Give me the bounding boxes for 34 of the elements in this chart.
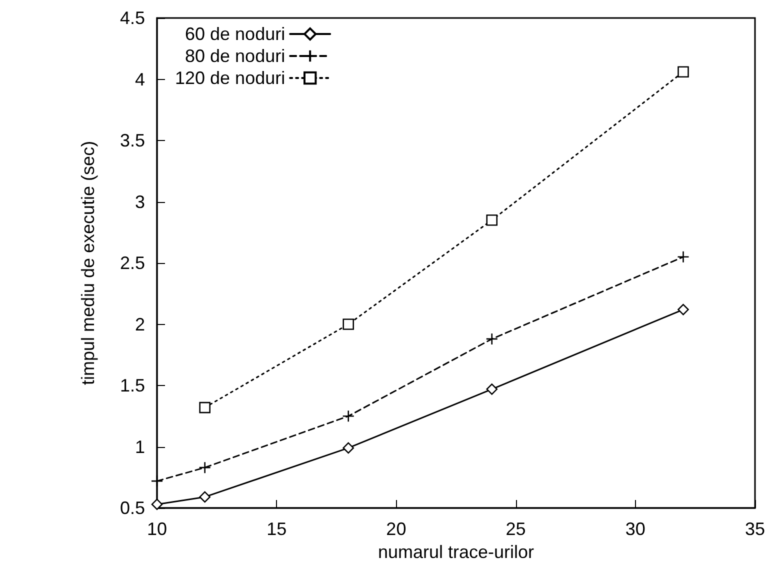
y-tick-label: 1: [134, 436, 145, 457]
x-tick-label: 20: [386, 519, 406, 539]
point: [342, 318, 354, 330]
y-tick-label: 3: [134, 192, 145, 212]
y-tick-label: 4: [134, 69, 145, 90]
point: [486, 214, 498, 226]
y-tick-label: 4.5: [120, 8, 145, 28]
x-axis-title: numarul trace-urilor: [378, 542, 534, 562]
x-tick-label: 10: [146, 519, 168, 539]
point: [342, 410, 355, 422]
legend-label: 120 de noduri: [175, 68, 286, 88]
point: [199, 402, 210, 414]
point: [151, 498, 163, 510]
y-axis-title: timpul mediu de executie (sec): [78, 140, 98, 386]
y-tick-label: 2.5: [120, 253, 145, 273]
point: [677, 250, 690, 264]
y-tick-label: 2: [134, 314, 145, 334]
legend-label: 60 de noduri: [185, 24, 286, 44]
y-tick-label: 1.5: [120, 376, 145, 396]
x-tick-label: 25: [506, 519, 526, 539]
point: [198, 461, 211, 474]
y-tick-label: 3.5: [120, 130, 145, 150]
point: [150, 474, 164, 488]
x-tick-label: 35: [744, 519, 766, 539]
legend-label: 80 de noduri: [185, 46, 286, 66]
point: [342, 442, 354, 454]
x-tick-label: 30: [625, 519, 646, 539]
point: [678, 304, 689, 316]
point: [486, 332, 498, 346]
point: [678, 66, 689, 78]
x-tick-label: 15: [266, 519, 287, 539]
point: [486, 384, 498, 395]
y-tick-label: 0.5: [120, 498, 145, 518]
point: [199, 491, 210, 503]
